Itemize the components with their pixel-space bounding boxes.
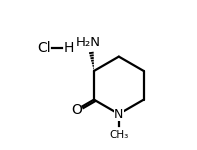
Text: N: N: [114, 108, 124, 120]
Text: Cl: Cl: [37, 42, 51, 56]
Text: H₂N: H₂N: [76, 36, 100, 49]
Text: O: O: [71, 103, 82, 117]
Text: CH₃: CH₃: [109, 130, 128, 140]
Text: H: H: [63, 42, 73, 56]
